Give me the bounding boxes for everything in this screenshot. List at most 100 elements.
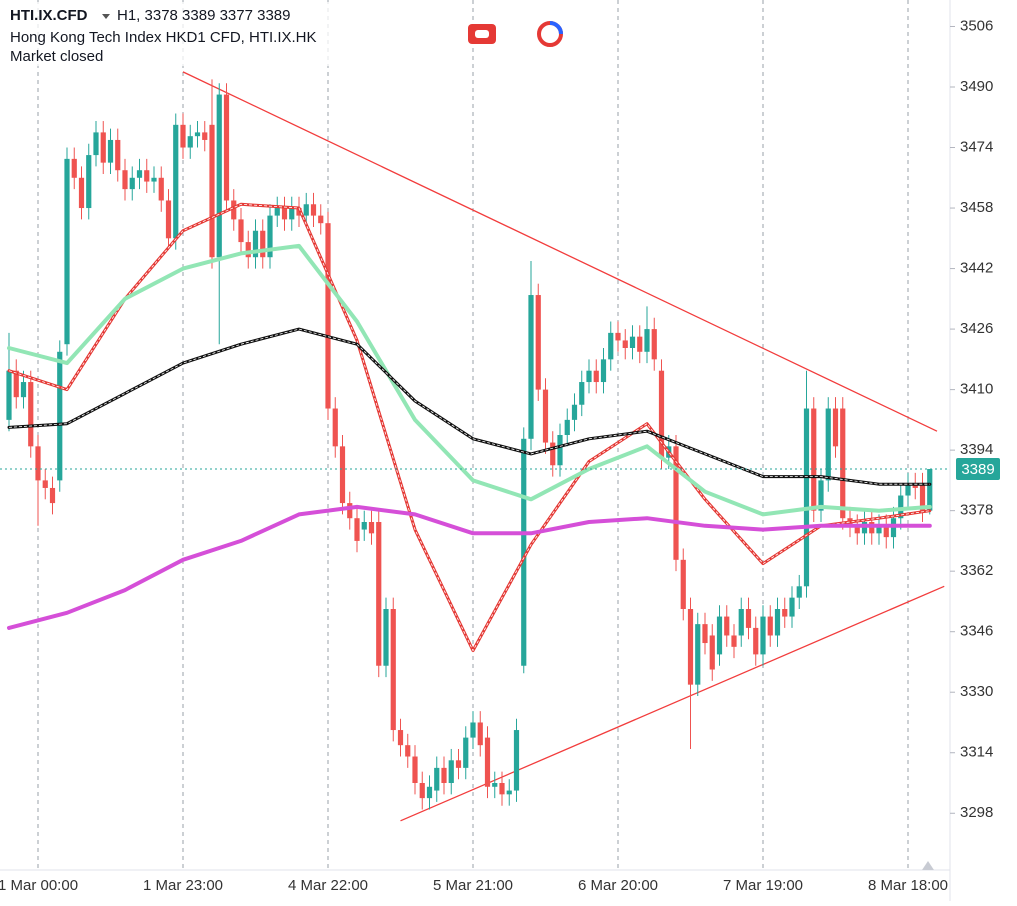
candle-body <box>252 230 259 258</box>
y-tick-label: 3346 <box>960 623 993 640</box>
y-tick-label: 3362 <box>960 562 993 579</box>
candle-body <box>905 484 911 496</box>
moving-average-line <box>7 243 932 517</box>
y-tick-label: 3458 <box>960 199 993 216</box>
candle-body <box>883 525 889 538</box>
candle-body <box>202 132 208 140</box>
candle-body <box>767 616 773 636</box>
candle-body <box>463 737 469 768</box>
candle-body <box>919 484 926 511</box>
timer-icon-arc[interactable] <box>549 21 563 35</box>
candle-body <box>513 730 520 791</box>
moving-average-line <box>7 504 932 630</box>
candle-body <box>354 518 360 541</box>
candle-body <box>629 336 636 348</box>
candle-body <box>760 616 766 655</box>
candle-body <box>347 503 353 519</box>
candle-body <box>811 408 817 511</box>
ohlc-text: H1, 3378 3389 3377 3389 <box>117 7 291 24</box>
candle-body <box>600 359 607 383</box>
timer-icon[interactable] <box>537 21 563 47</box>
candle-body <box>57 351 63 481</box>
candle-body <box>318 215 324 224</box>
candle-body <box>796 586 802 598</box>
candle-body <box>898 495 904 519</box>
candle-body <box>571 404 578 420</box>
candle-body <box>376 522 382 666</box>
candle-body <box>405 745 411 757</box>
candle-body <box>484 737 491 787</box>
last-price-box <box>956 458 1000 481</box>
candle-body <box>368 522 375 534</box>
subtitle: Hong Kong Tech Index HKD1 CFD, HTI.IX.HK <box>10 29 317 46</box>
tool-icon[interactable] <box>468 24 496 44</box>
candle-body <box>840 408 846 519</box>
candle-body <box>245 242 251 258</box>
symbol[interactable]: HTI.IX.CFD <box>10 7 88 24</box>
mark-layer <box>0 71 950 822</box>
candle-body <box>49 487 56 504</box>
candle-body <box>586 370 592 383</box>
y-tick-label: 3298 <box>960 804 993 821</box>
candle-body <box>187 136 193 148</box>
candle-body <box>281 208 288 220</box>
last-price-label: 3389 <box>961 461 994 478</box>
candle-body <box>695 624 701 685</box>
candle-body <box>28 382 34 447</box>
candle-body <box>100 132 106 163</box>
x-tick-label: 1 Mar 00:00 <box>0 877 78 894</box>
x-tick-label: 4 Mar 22:00 <box>288 877 368 894</box>
candle-body <box>608 332 614 360</box>
candle-body <box>93 132 99 156</box>
candle-body <box>144 170 150 182</box>
candle-body <box>564 419 570 435</box>
candle-body <box>289 208 295 220</box>
candle-body <box>107 139 114 163</box>
candle-body <box>658 370 665 458</box>
candle-body <box>832 408 839 447</box>
y-tick-label: 3378 <box>960 502 993 519</box>
candle-body <box>20 382 27 398</box>
candle-body <box>419 783 425 799</box>
candle-body <box>724 616 730 636</box>
tool-icon-inner[interactable] <box>475 30 489 38</box>
candle-body <box>615 332 621 341</box>
candle-body <box>803 408 810 587</box>
candle-body <box>521 438 527 666</box>
candle-body <box>325 223 331 409</box>
candle-body <box>644 329 650 352</box>
candle-body <box>745 609 752 628</box>
candle-body <box>35 446 41 481</box>
x-tick-label: 5 Mar 21:00 <box>433 877 513 894</box>
x-tick-label: 1 Mar 23:00 <box>143 877 223 894</box>
candle-body <box>390 609 396 731</box>
candle-body <box>622 340 628 348</box>
candle-body <box>753 627 759 655</box>
symbol-dropdown-arrow[interactable] <box>102 14 110 19</box>
candle-body <box>310 204 317 216</box>
candle-body <box>274 208 280 216</box>
candle-body <box>738 609 744 636</box>
candle-body <box>637 336 643 352</box>
scroll-marker[interactable] <box>922 861 934 870</box>
x-tick-label: 6 Mar 20:00 <box>578 877 658 894</box>
y-tick-label: 3442 <box>960 260 993 277</box>
candle-body <box>42 480 48 488</box>
candle-body <box>209 124 215 258</box>
candle-body <box>542 389 549 443</box>
candle-body <box>216 94 222 258</box>
x-tick-label: 8 Mar 18:00 <box>868 877 948 894</box>
candle-body <box>78 177 85 209</box>
y-tick-label: 3330 <box>960 683 993 700</box>
candle-body <box>499 783 505 795</box>
candle-body <box>455 760 462 768</box>
candle-body <box>702 624 708 644</box>
candle-body <box>64 158 70 345</box>
candle-body <box>716 616 723 655</box>
candle-body <box>680 559 686 609</box>
candle-body <box>448 760 454 783</box>
axis-layer: 3298 3314 3330 3346 3362 3378 3394 3410 3426 3442… <box>0 17 1000 894</box>
candle-body <box>296 208 302 216</box>
